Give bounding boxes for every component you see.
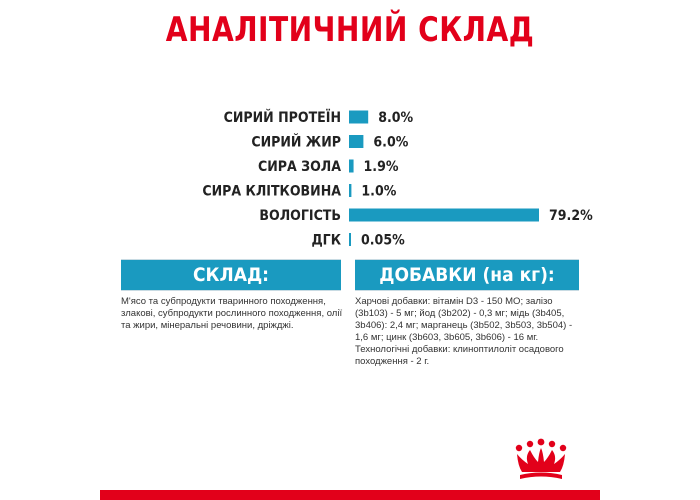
- category-label: ДГК: [311, 233, 341, 249]
- bar: [349, 184, 352, 197]
- bar: [349, 135, 364, 148]
- page-title: АНАЛІТИЧНИЙ СКЛАД: [165, 10, 535, 50]
- value-label: 0.05%: [361, 233, 405, 249]
- category-label: ВОЛОГІСТЬ: [259, 208, 341, 224]
- additives-text: Харчові добавки: вітамін D3 - 150 МО; за…: [355, 296, 573, 367]
- value-label: 6.0%: [373, 135, 408, 151]
- category-label: СИРА КЛІТКОВИНА: [202, 184, 341, 200]
- value-label: 79.2%: [549, 208, 593, 224]
- category-label: СИРИЙ ЖИР: [251, 134, 341, 151]
- value-label: 8.0%: [378, 110, 413, 126]
- analytical-composition-chart: СИРИЙ ПРОТЕЇН 8.0% СИРИЙ ЖИР 6.0% СИРА ЗОЛА 1…: [202, 109, 593, 249]
- composition-heading: СКЛАД:: [121, 259, 341, 291]
- category-label: СИРА ЗОЛА: [258, 159, 341, 175]
- category-label: СИРИЙ ПРОТЕЇН: [224, 109, 341, 126]
- composition-text: М'ясо та субпродукти тваринного походжен…: [121, 296, 343, 331]
- bar: [349, 233, 351, 246]
- bar: [349, 159, 354, 173]
- bar: [349, 208, 539, 222]
- additives-heading: ДОБАВКИ (на кг):: [355, 259, 579, 291]
- crown-icon: [515, 438, 567, 479]
- value-label: 1.9%: [364, 159, 399, 175]
- bar: [349, 110, 369, 124]
- footer-bar: [100, 490, 600, 500]
- value-label: 1.0%: [361, 184, 396, 200]
